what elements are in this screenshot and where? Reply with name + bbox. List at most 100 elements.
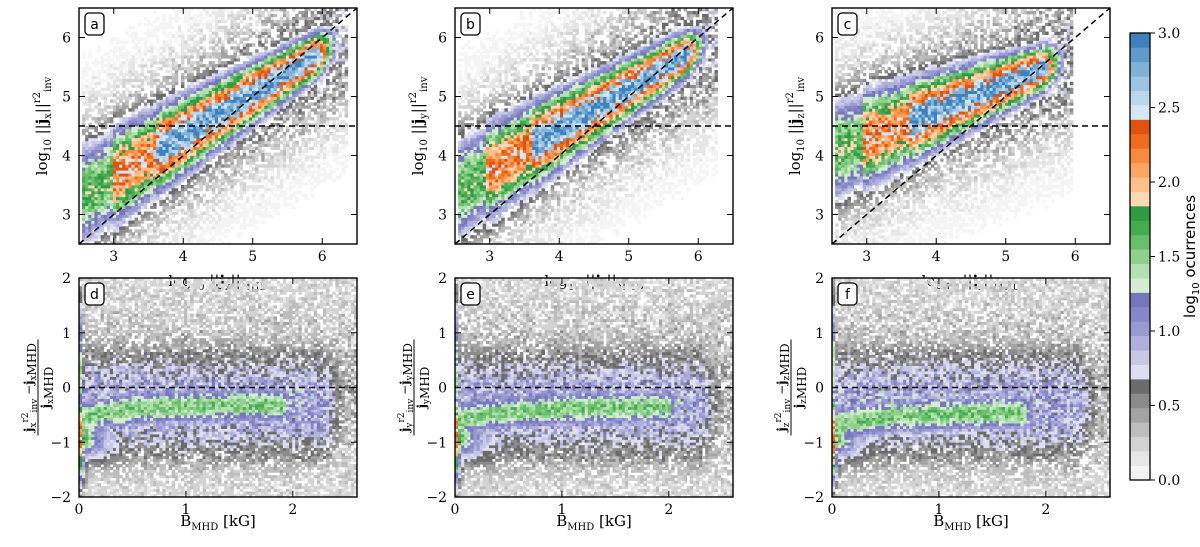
heatmap-cell [85,217,88,220]
heatmap-cell [132,108,135,111]
heatmap-cell [119,153,122,156]
heatmap-cell [104,170,107,173]
heatmap-cell [98,217,101,220]
heatmap-cell [147,141,150,144]
heatmap-cell [94,58,97,61]
heatmap-cell [94,217,97,220]
heatmap-cell [101,191,104,194]
heatmap-cell [113,52,116,55]
heatmap-cell [98,46,101,49]
heatmap-cell [116,161,119,164]
heatmap-cell [91,76,94,79]
heatmap-cell [110,58,113,61]
heatmap-cell [113,64,116,67]
heatmap-cell [119,141,122,144]
heatmap-cell [107,141,110,144]
heatmap-cell [85,79,88,82]
heatmap-cell [144,150,147,153]
heatmap-cell [135,153,138,156]
heatmap-cell [144,108,147,111]
heatmap-cell [144,105,147,108]
heatmap-cell [116,220,119,223]
heatmap-cell [122,153,125,156]
heatmap-cell [107,203,110,206]
heatmap-cell [82,144,85,147]
heatmap-cell [110,223,113,226]
heatmap-cell [141,170,144,173]
heatmap-cell [119,79,122,82]
heatmap-cell [91,153,94,156]
heatmap-cell [98,61,101,64]
heatmap-cell [82,120,85,123]
heatmap-cell [82,147,85,150]
heatmap-cell [147,135,150,138]
heatmap-cell [122,232,125,235]
heatmap-cell [101,70,104,73]
heatmap-cell [132,61,135,64]
heatmap-cell [88,220,91,223]
heatmap-cell [125,191,128,194]
heatmap-cell [116,164,119,167]
heatmap-cell [98,49,101,52]
heatmap-cell [104,102,107,105]
heatmap-cell [119,200,122,203]
heatmap-cell [110,191,113,194]
heatmap-cell [135,129,138,132]
heatmap-cell [82,156,85,159]
heatmap-cell [85,99,88,102]
heatmap-cell [138,167,141,170]
heatmap-cell [113,55,116,58]
heatmap-cell [82,170,85,173]
heatmap-cell [144,46,147,49]
heatmap-cell [101,185,104,188]
heatmap-cell [147,212,150,215]
heatmap-cell [122,220,125,223]
heatmap-cell [135,132,138,135]
heatmap-cell [116,79,119,82]
heatmap-cell [132,85,135,88]
heatmap-cell [116,153,119,156]
heatmap-cell [101,173,104,176]
heatmap-cell [119,67,122,70]
heatmap-cell [94,191,97,194]
heatmap-cell [135,179,138,182]
heatmap-cell [135,141,138,144]
heatmap-cell [110,179,113,182]
heatmap-cell [88,212,91,215]
heatmap-cell [101,108,104,111]
heatmap-cell [144,135,147,138]
heatmap-cell [135,229,138,232]
heatmap-cell [94,85,97,88]
heatmap-cell [104,191,107,194]
heatmap-cell [135,147,138,150]
heatmap-cell [141,114,144,117]
heatmap-cell [144,194,147,197]
heatmap-cell [110,185,113,188]
heatmap-cell [98,132,101,135]
heatmap-cell [104,64,107,67]
heatmap-cell [94,144,97,147]
heatmap-cell [107,223,110,226]
heatmap-cell [116,226,119,229]
heatmap-cell [107,105,110,108]
heatmap-cell [104,188,107,191]
heatmap-cell [141,108,144,111]
heatmap-cell [125,206,128,209]
heatmap-cell [101,217,104,220]
heatmap-cell [119,94,122,97]
heatmap-cell [125,141,128,144]
heatmap-cell [141,82,144,85]
heatmap-cell [116,114,119,117]
heatmap-cell [141,138,144,141]
heatmap-cell [138,203,141,206]
heatmap-cell [138,114,141,117]
heatmap-cell [107,55,110,58]
heatmap-cell [135,123,138,126]
heatmap-cell [141,129,144,132]
heatmap-cell [101,61,104,64]
heatmap-cell [141,226,144,229]
heatmap-cell [88,164,91,167]
heatmap-cell [135,176,138,179]
heatmap-cell [88,176,91,179]
heatmap-cell [144,129,147,132]
